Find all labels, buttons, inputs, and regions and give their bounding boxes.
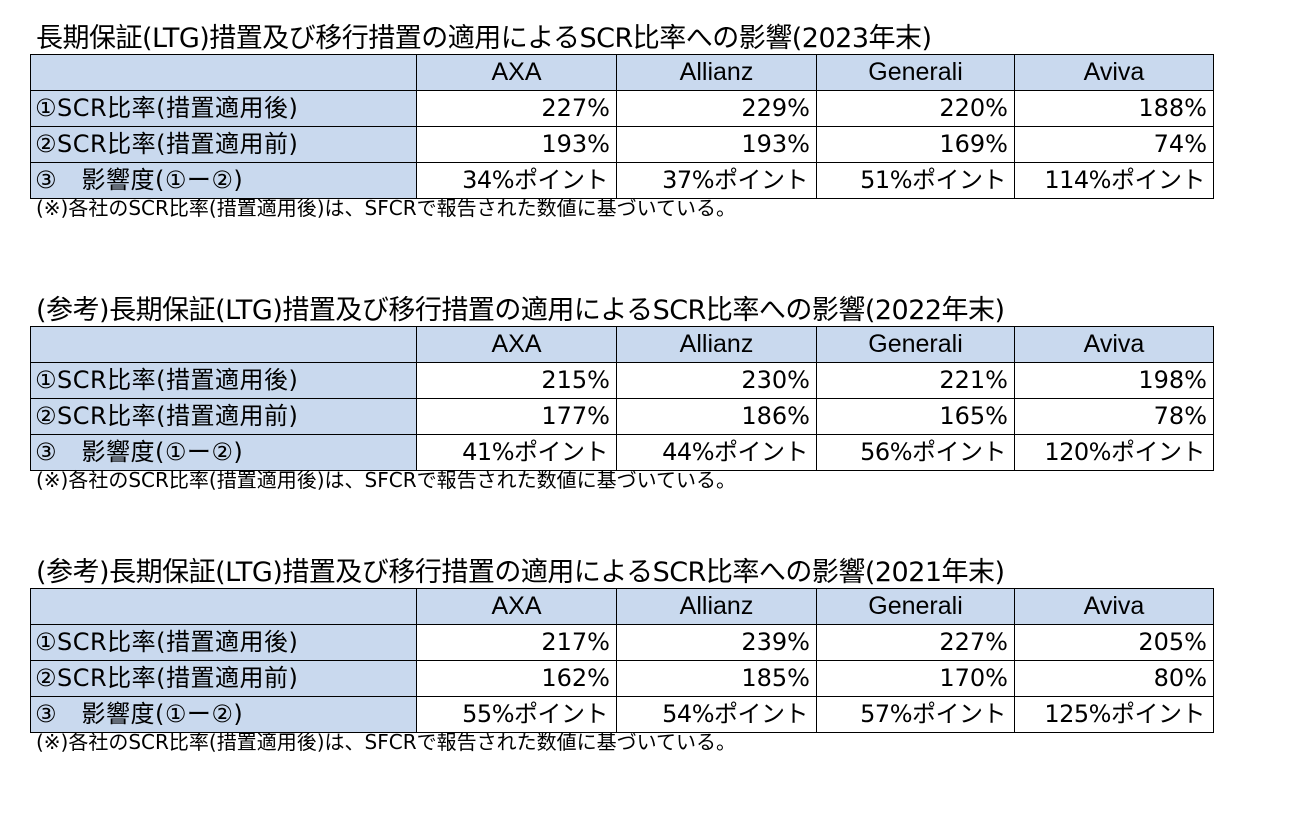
cell-generali: 51%ポイント <box>816 162 1015 199</box>
row-label: ③ 影響度(①ー②) <box>30 434 417 471</box>
table-row: ②SCR比率(措置適用前) 177% 186% 165% 78% <box>30 398 1214 435</box>
cell-aviva: 80% <box>1014 660 1214 697</box>
header-cell-allianz: Allianz <box>616 54 817 91</box>
cell-aviva: 125%ポイント <box>1014 696 1214 733</box>
cell-allianz: 186% <box>616 398 817 435</box>
table-row: ①SCR比率(措置適用後) 217% 239% 227% 205% <box>30 624 1214 661</box>
cell-generali: 169% <box>816 126 1015 163</box>
table-row: ③ 影響度(①ー②) 55%ポイント 54%ポイント 57%ポイント 125%ポ… <box>30 696 1214 733</box>
cell-allianz: 37%ポイント <box>616 162 817 199</box>
table-header-row: AXA Allianz Generali Aviva <box>30 54 1214 91</box>
cell-generali: 170% <box>816 660 1015 697</box>
header-cell-axa: AXA <box>416 326 617 363</box>
section-title: (参考)長期保証(LTG)措置及び移行措置の適用によるSCR比率への影響(202… <box>36 557 1005 588</box>
cell-axa: 55%ポイント <box>416 696 617 733</box>
cell-axa: 177% <box>416 398 617 435</box>
section-title: 長期保証(LTG)措置及び移行措置の適用によるSCR比率への影響(2023年末) <box>36 23 932 54</box>
cell-aviva: 74% <box>1014 126 1214 163</box>
cell-generali: 227% <box>816 624 1015 661</box>
cell-axa: 227% <box>416 90 617 127</box>
table-row: ①SCR比率(措置適用後) 227% 229% 220% 188% <box>30 90 1214 127</box>
cell-generali: 57%ポイント <box>816 696 1015 733</box>
row-label: ②SCR比率(措置適用前) <box>30 660 417 697</box>
cell-generali: 165% <box>816 398 1015 435</box>
header-cell-aviva: Aviva <box>1014 54 1214 91</box>
table-row: ①SCR比率(措置適用後) 215% 230% 221% 198% <box>30 362 1214 399</box>
cell-allianz: 239% <box>616 624 817 661</box>
cell-axa: 193% <box>416 126 617 163</box>
cell-allianz: 185% <box>616 660 817 697</box>
table-row: ③ 影響度(①ー②) 41%ポイント 44%ポイント 56%ポイント 120%ポ… <box>30 434 1214 471</box>
header-cell-generali: Generali <box>816 54 1015 91</box>
cell-aviva: 188% <box>1014 90 1214 127</box>
cell-aviva: 114%ポイント <box>1014 162 1214 199</box>
row-label: ①SCR比率(措置適用後) <box>30 624 417 661</box>
row-label: ①SCR比率(措置適用後) <box>30 90 417 127</box>
cell-aviva: 205% <box>1014 624 1214 661</box>
cell-allianz: 54%ポイント <box>616 696 817 733</box>
cell-allianz: 44%ポイント <box>616 434 817 471</box>
cell-generali: 221% <box>816 362 1015 399</box>
header-cell-blank <box>30 588 417 625</box>
cell-allianz: 193% <box>616 126 817 163</box>
scr-impact-table: AXA Allianz Generali Aviva ①SCR比率(措置適用後)… <box>30 54 1214 199</box>
table-row: ③ 影響度(①ー②) 34%ポイント 37%ポイント 51%ポイント 114%ポ… <box>30 162 1214 199</box>
cell-axa: 34%ポイント <box>416 162 617 199</box>
scr-impact-table: AXA Allianz Generali Aviva ①SCR比率(措置適用後)… <box>30 588 1214 733</box>
footnote: (※)各社のSCR比率(措置適用後)は、SFCRで報告された数値に基づいている。 <box>36 196 736 220</box>
scr-impact-table: AXA Allianz Generali Aviva ①SCR比率(措置適用後)… <box>30 326 1214 471</box>
header-cell-blank <box>30 326 417 363</box>
header-cell-axa: AXA <box>416 588 617 625</box>
header-cell-blank <box>30 54 417 91</box>
cell-allianz: 230% <box>616 362 817 399</box>
cell-axa: 215% <box>416 362 617 399</box>
header-cell-allianz: Allianz <box>616 326 817 363</box>
section-title: (参考)長期保証(LTG)措置及び移行措置の適用によるSCR比率への影響(202… <box>36 295 1005 326</box>
cell-aviva: 198% <box>1014 362 1214 399</box>
cell-generali: 220% <box>816 90 1015 127</box>
row-label: ①SCR比率(措置適用後) <box>30 362 417 399</box>
header-cell-generali: Generali <box>816 326 1015 363</box>
header-cell-generali: Generali <box>816 588 1015 625</box>
table-row: ②SCR比率(措置適用前) 162% 185% 170% 80% <box>30 660 1214 697</box>
cell-allianz: 229% <box>616 90 817 127</box>
header-cell-allianz: Allianz <box>616 588 817 625</box>
row-label: ②SCR比率(措置適用前) <box>30 126 417 163</box>
header-cell-aviva: Aviva <box>1014 588 1214 625</box>
cell-generali: 56%ポイント <box>816 434 1015 471</box>
table-header-row: AXA Allianz Generali Aviva <box>30 588 1214 625</box>
row-label: ③ 影響度(①ー②) <box>30 162 417 199</box>
row-label: ②SCR比率(措置適用前) <box>30 398 417 435</box>
table-header-row: AXA Allianz Generali Aviva <box>30 326 1214 363</box>
cell-axa: 217% <box>416 624 617 661</box>
table-row: ②SCR比率(措置適用前) 193% 193% 169% 74% <box>30 126 1214 163</box>
cell-axa: 41%ポイント <box>416 434 617 471</box>
header-cell-aviva: Aviva <box>1014 326 1214 363</box>
footnote: (※)各社のSCR比率(措置適用後)は、SFCRで報告された数値に基づいている。 <box>36 468 736 492</box>
footnote: (※)各社のSCR比率(措置適用後)は、SFCRで報告された数値に基づいている。 <box>36 730 736 754</box>
cell-aviva: 78% <box>1014 398 1214 435</box>
cell-axa: 162% <box>416 660 617 697</box>
cell-aviva: 120%ポイント <box>1014 434 1214 471</box>
row-label: ③ 影響度(①ー②) <box>30 696 417 733</box>
header-cell-axa: AXA <box>416 54 617 91</box>
